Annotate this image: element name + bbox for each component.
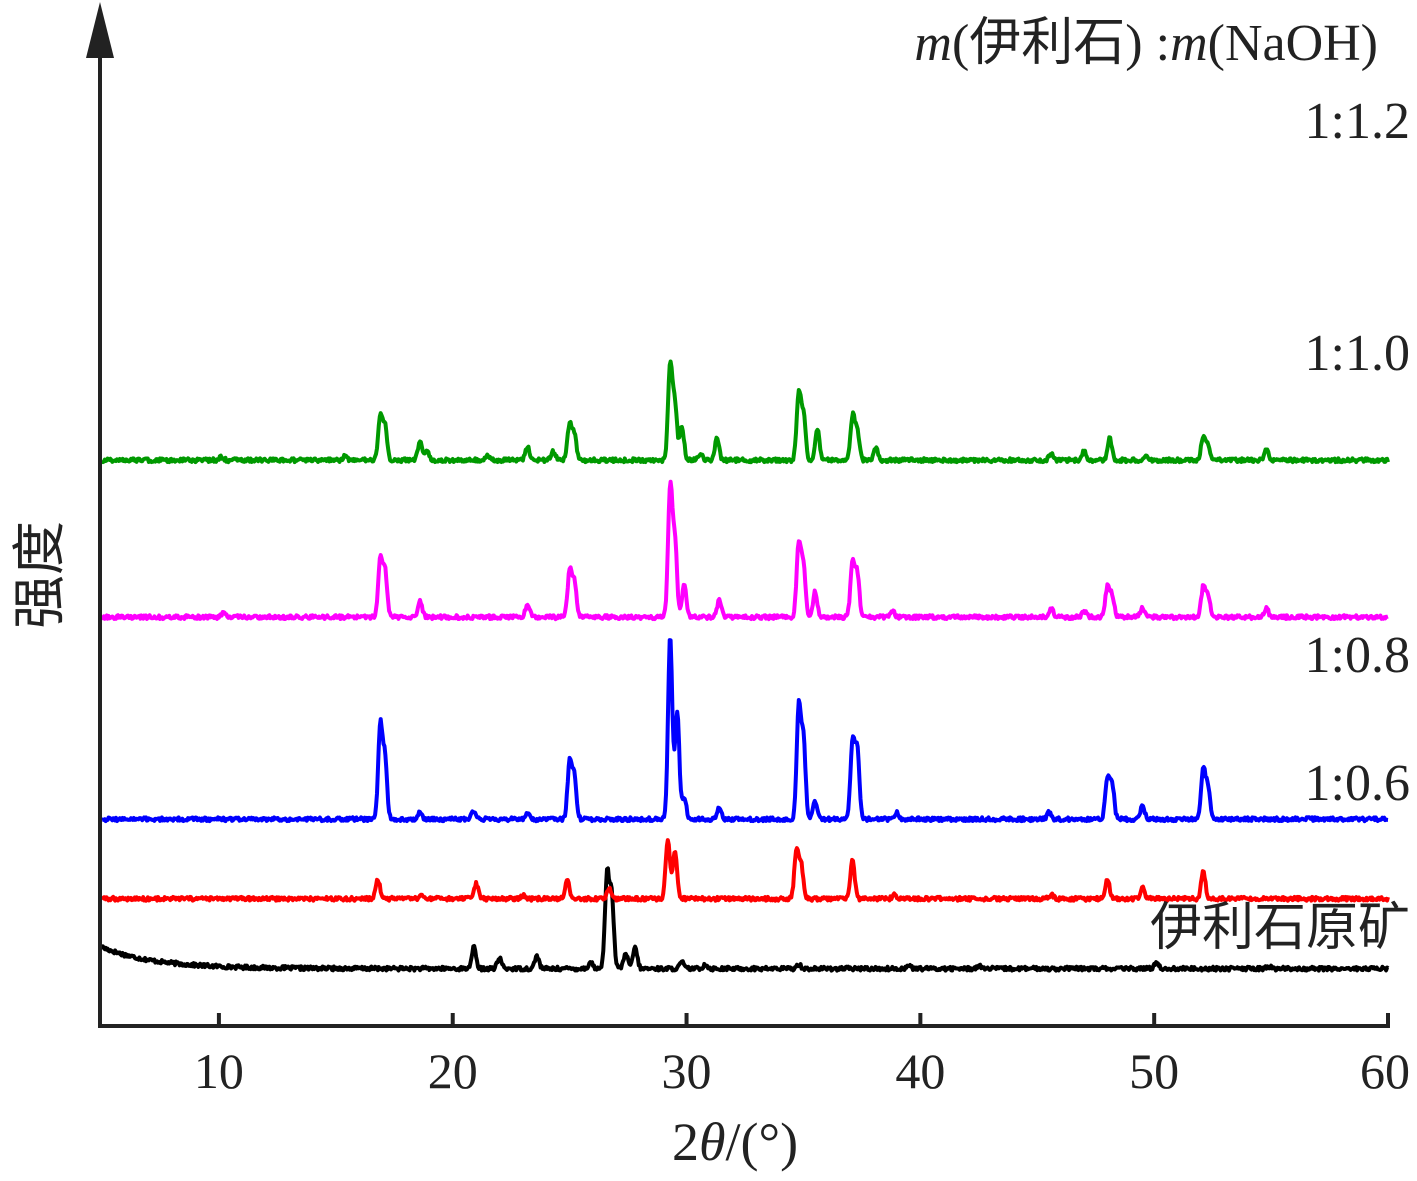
series-label-1: 1:0.6 [1305, 755, 1410, 812]
series-label-4: 1:1.2 [1305, 93, 1410, 150]
chart-series-group [100, 359, 1390, 973]
x-tick-label-3: 40 [895, 1043, 945, 1099]
series-line-2 [100, 638, 1390, 824]
x-tick-label-4: 50 [1129, 1043, 1179, 1099]
x-tick-label-2: 30 [662, 1043, 712, 1099]
series-line-3 [100, 479, 1390, 622]
series-label-0: 伊利石原矿 [1150, 900, 1410, 957]
series-line-0 [100, 866, 1390, 973]
legend-title: m(伊利石) :m(NaOH) [914, 15, 1378, 72]
series-label-3: 1:1.0 [1305, 325, 1410, 382]
x-tick-label-0: 10 [194, 1043, 244, 1099]
x-axis-title: 2θ/(°) [672, 1112, 798, 1172]
series-line-1 [100, 838, 1390, 903]
series-label-2: 1:0.8 [1305, 627, 1410, 684]
y-axis-arrow [86, 2, 114, 58]
y-axis-title: 强度 [10, 521, 70, 629]
series-line-4 [100, 359, 1390, 465]
series-labels-group: 伊利石原矿 1:0.6 1:0.8 1:1.0 1:1.2 [1150, 93, 1410, 957]
x-tick-label-1: 20 [428, 1043, 478, 1099]
x-ticks-group: 10 20 30 40 50 60 [194, 1013, 1410, 1099]
x-tick-label-5: 60 [1360, 1043, 1410, 1099]
